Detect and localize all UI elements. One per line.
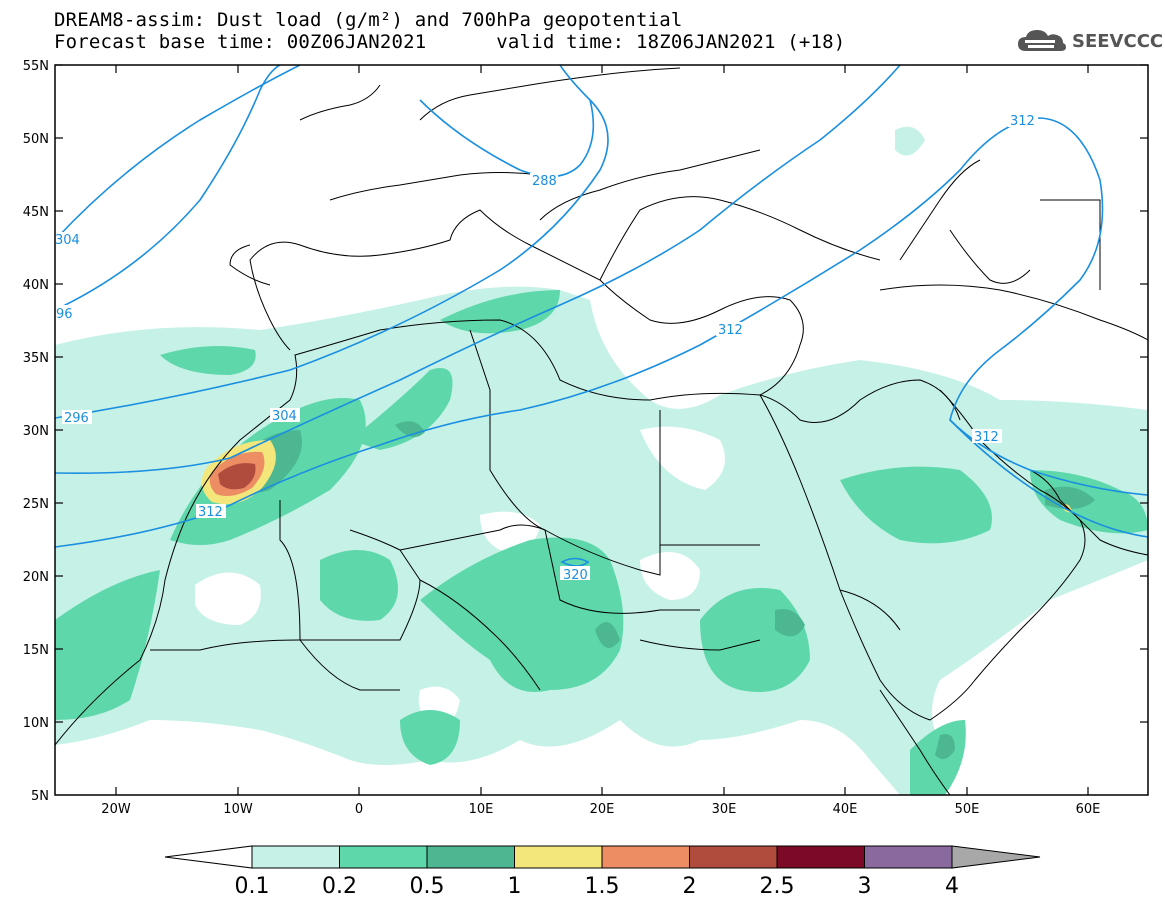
- colorbar-label: 3: [858, 874, 872, 899]
- dust-level-6: [218, 463, 256, 490]
- cloud-icon: [1018, 30, 1066, 51]
- lat-label: 20N: [23, 570, 49, 585]
- colorbar-box: [689, 845, 778, 869]
- contour-label: 312: [1010, 114, 1035, 129]
- colorbar-box: [251, 845, 340, 869]
- lat-label: 10N: [23, 716, 49, 731]
- lat-label: 50N: [23, 132, 49, 147]
- lon-label: 10E: [469, 802, 494, 817]
- contour-label: 312: [718, 323, 743, 338]
- contour-label: 312: [974, 430, 999, 445]
- lat-label: 30N: [23, 424, 49, 439]
- colorbar-labels: 0.1 0.2 0.5 1 1.5 2 2.5 3 4: [235, 874, 960, 899]
- lon-label: 30E: [712, 802, 737, 817]
- colorbar-box: [601, 845, 690, 869]
- longitude-axis: 20W 10W 0 10E 20E 30E 40E 50E 60E: [101, 65, 1100, 817]
- contour-label: 304: [272, 409, 297, 424]
- colorbar-label: 1: [508, 874, 522, 899]
- lat-label: 5N: [31, 789, 49, 804]
- coastlines: [55, 67, 1148, 795]
- colorbar-label: 2: [683, 874, 697, 899]
- lat-label: 40N: [23, 278, 49, 293]
- lon-label: 40E: [833, 802, 858, 817]
- lat-label: 35N: [23, 351, 49, 366]
- colorbar-box: [339, 845, 428, 869]
- contour-label: 304: [55, 233, 80, 248]
- lat-label: 15N: [23, 643, 49, 658]
- map-title: DREAM8-assim: Dust load (g/m²) and 700hP…: [54, 9, 683, 31]
- colorbar-label: 0.5: [410, 874, 445, 899]
- forecast-time-line: Forecast base time: 00Z06JAN2021 valid t…: [54, 31, 846, 53]
- dust-gaps: [195, 426, 725, 726]
- colorbar-boxes: [251, 845, 953, 869]
- colorbar-label: 4: [945, 874, 959, 899]
- contour-label: 288: [532, 174, 557, 189]
- contour-label: 96: [56, 307, 73, 322]
- lon-label: 50E: [955, 802, 980, 817]
- colorbar-box: [864, 845, 953, 869]
- lon-label: 20W: [101, 802, 131, 817]
- contour-label: 312: [198, 505, 223, 520]
- colorbar-box: [776, 845, 865, 869]
- dust-field: [55, 126, 1148, 795]
- colorbar: 0.1 0.2 0.5 1 1.5 2 2.5 3 4: [164, 845, 1041, 899]
- colorbar-box: [426, 845, 515, 869]
- colorbar-label: 0.1: [235, 874, 270, 899]
- lat-label: 55N: [23, 59, 49, 74]
- latitude-axis: 55N 50N 45N 40N 35N 30N 25N 20N 15N 10N …: [23, 59, 1148, 804]
- colorbar-label: 0.2: [322, 874, 357, 899]
- contour-label: 296: [64, 411, 89, 426]
- lon-label: 60E: [1076, 802, 1101, 817]
- contour-labels: 288 312 304 96 296 304 312 320 312 312: [55, 113, 1038, 583]
- lon-label: 0: [355, 802, 363, 817]
- lat-label: 45N: [23, 205, 49, 220]
- seevccc-logo: SEEVCCC: [1016, 26, 1163, 56]
- contour-label: 320: [563, 568, 588, 583]
- lon-label: 10W: [223, 802, 253, 817]
- colorbar-over-triangle: [951, 845, 1041, 869]
- colorbar-box: [514, 845, 603, 869]
- colorbar-under-triangle: [164, 845, 253, 869]
- lon-label: 20E: [590, 802, 615, 817]
- colorbar-label: 1.5: [585, 874, 620, 899]
- lat-label: 25N: [23, 497, 49, 512]
- colorbar-label: 2.5: [760, 874, 795, 899]
- logo-text: SEEVCCC: [1072, 30, 1164, 52]
